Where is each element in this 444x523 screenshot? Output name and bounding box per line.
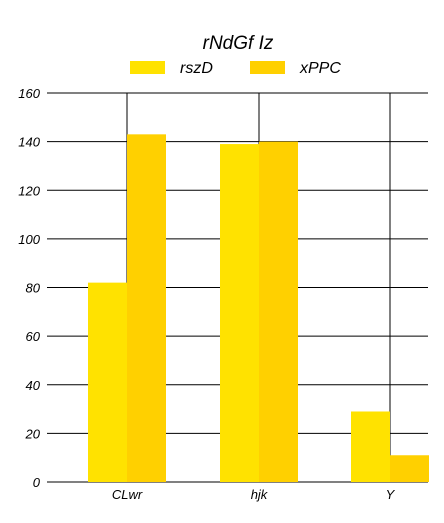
chart-title: rNdGf Iz bbox=[203, 33, 274, 54]
legend-swatch-rszD bbox=[130, 61, 165, 74]
legend-label-rszD: rszD bbox=[180, 60, 213, 77]
y-axis-tick-labels: 0 20 40 60 80 100 120 140 160 bbox=[18, 86, 40, 490]
y-tick-label: 60 bbox=[26, 329, 41, 344]
y-tick-label: 80 bbox=[26, 281, 41, 296]
x-axis-category-labels: CLwr hjk Y bbox=[112, 487, 396, 502]
y-tick-label: 0 bbox=[33, 475, 41, 490]
y-tick-label: 140 bbox=[18, 135, 40, 150]
x-category-label-hjk: hjk bbox=[251, 487, 269, 502]
y-tick-label: 20 bbox=[25, 426, 41, 441]
bars bbox=[88, 134, 429, 483]
x-category-label-Y: Y bbox=[386, 487, 396, 502]
bar-rszD-hjk bbox=[220, 144, 259, 482]
bar-xPPC-CLwr bbox=[127, 134, 166, 483]
x-category-label-CLwr: CLwr bbox=[112, 487, 143, 502]
bar-rszD-CLwr bbox=[88, 282, 127, 482]
y-tick-label: 160 bbox=[18, 86, 40, 101]
bar-xPPC-Y bbox=[390, 455, 429, 482]
y-tick-label: 120 bbox=[18, 183, 40, 198]
bar-rszD-Y bbox=[351, 411, 390, 482]
legend-swatch-xPPC bbox=[250, 61, 285, 74]
legend: rszD xPPC bbox=[130, 60, 341, 77]
y-tick-label: 100 bbox=[18, 232, 40, 247]
bar-xPPC-hjk bbox=[259, 141, 298, 482]
legend-label-xPPC: xPPC bbox=[299, 60, 341, 77]
y-tick-label: 40 bbox=[26, 378, 41, 393]
